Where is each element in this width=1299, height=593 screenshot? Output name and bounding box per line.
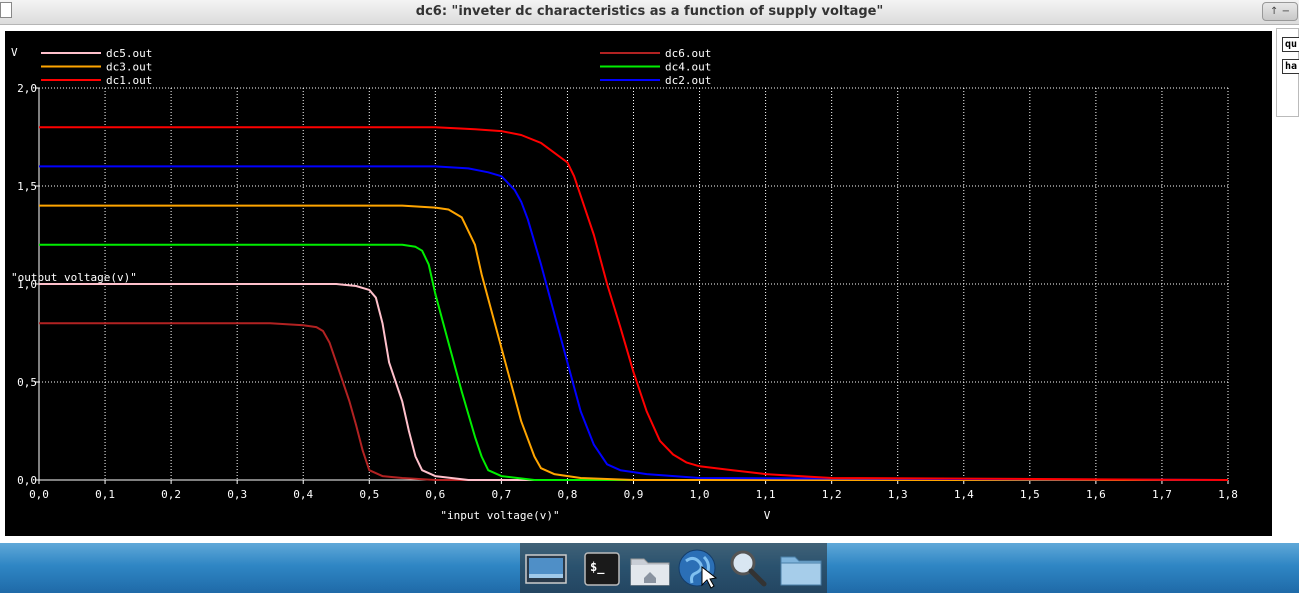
legend-label: dc5.out <box>106 47 152 60</box>
legend-label: dc1.out <box>106 74 152 87</box>
series-line-dc2-out <box>39 165 1229 481</box>
folder-icon[interactable] <box>778 547 824 589</box>
x-tick-label: 1,6 <box>1086 488 1106 501</box>
x-tick-label: 1,3 <box>888 488 908 501</box>
y-tick-label: 0,0 <box>17 474 37 487</box>
y-axis-label: "output voltage(v)" <box>11 271 137 284</box>
home-folder-icon[interactable] <box>628 547 672 589</box>
window-controls-button[interactable]: ↑ − <box>1262 2 1298 21</box>
series-line-dc4-out <box>39 243 1228 481</box>
y-tick-label: 0,5 <box>17 376 37 389</box>
chart: 0,0 0,1 0,2 0,3 0,4 0,5 0,6 0,7 0,8 0,9 1,0 1,1 1,2 1… <box>11 46 1238 522</box>
taskbar: $_ <box>0 543 1299 593</box>
y-unit-label: V <box>11 46 18 59</box>
x-tick-label: 0,0 <box>29 488 49 501</box>
legend-label: dc3.out <box>106 61 152 74</box>
y-tick-label: 1,5 <box>17 180 37 193</box>
window-titlebar: dc6: "inveter dc characteristics as a fu… <box>0 0 1299 25</box>
x-tick-label: 1,0 <box>690 488 710 501</box>
window-title: dc6: "inveter dc characteristics as a fu… <box>415 4 884 19</box>
x-unit-label: V <box>764 509 771 522</box>
series-line-dc3-out <box>39 204 1228 481</box>
series-line-dc6-out <box>39 322 1228 481</box>
x-tick-label: 1,1 <box>756 488 776 501</box>
svg-text:$_: $_ <box>590 560 605 575</box>
series-line-dc1-out <box>39 126 1229 481</box>
x-tick-label: 0,4 <box>293 488 313 501</box>
legend-label: dc4.out <box>665 61 711 74</box>
window-menu-button[interactable] <box>0 2 12 18</box>
y-tick-label: 2,0 <box>17 82 37 95</box>
x-tick-label: 1,5 <box>1020 488 1040 501</box>
panel-button-hardcopy[interactable]: ha <box>1282 59 1299 74</box>
x-tick-label: 0,3 <box>227 488 247 501</box>
x-tick-label: 0,7 <box>491 488 511 501</box>
side-panel: qu ha <box>1276 28 1299 117</box>
desktop-icon[interactable] <box>524 547 568 589</box>
terminal-icon[interactable]: $_ <box>582 547 622 589</box>
dock: $_ <box>520 543 827 593</box>
x-tick-label: 1,7 <box>1152 488 1172 501</box>
series-line-dc5-out <box>39 283 1228 481</box>
x-tick-label: 0,9 <box>624 488 644 501</box>
legend-label: dc6.out <box>665 47 711 60</box>
x-axis-label: "input voltage(v)" <box>440 509 559 522</box>
panel-button-quit[interactable]: qu <box>1282 37 1299 52</box>
x-tick-label: 0,2 <box>161 488 181 501</box>
x-tick-label: 0,5 <box>359 488 379 501</box>
x-tick-label: 1,8 <box>1218 488 1238 501</box>
x-tick-label: 1,4 <box>954 488 974 501</box>
legend-label: dc2.out <box>665 74 711 87</box>
plot-area: 0,0 0,1 0,2 0,3 0,4 0,5 0,6 0,7 0,8 0,9 1,0 1,1 1,2 1… <box>5 31 1272 536</box>
x-tick-label: 0,6 <box>425 488 445 501</box>
x-tick-label: 0,1 <box>95 488 115 501</box>
y-tick-label: 1,0 <box>17 278 37 291</box>
magnifier-icon[interactable] <box>726 547 770 589</box>
x-tick-label: 0,8 <box>558 488 578 501</box>
globe-icon[interactable] <box>676 547 722 589</box>
x-tick-label: 1,2 <box>822 488 842 501</box>
